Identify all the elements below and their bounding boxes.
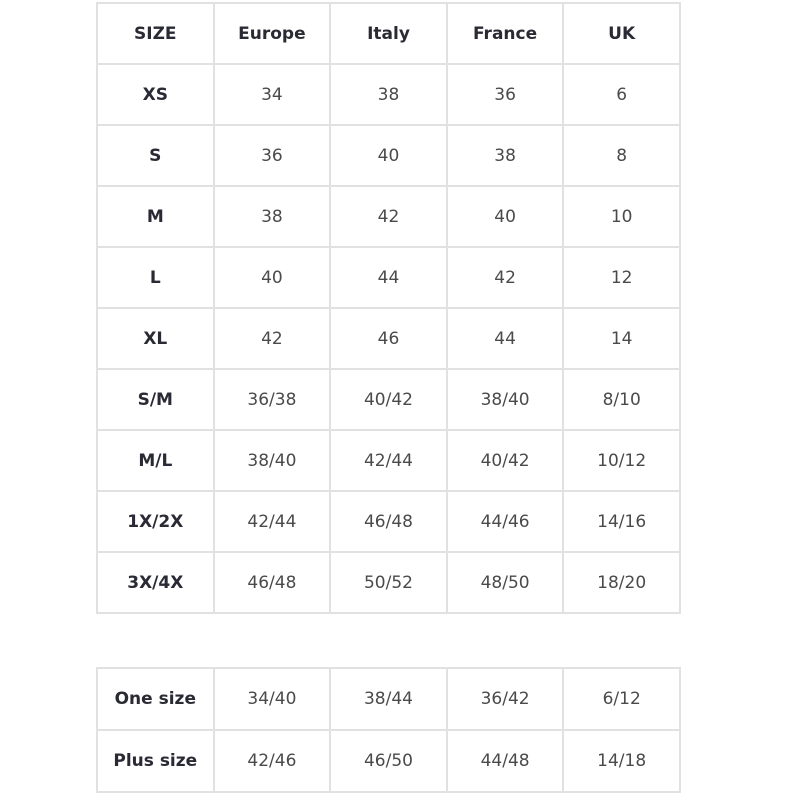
size-value-cell: 42/44: [329, 429, 448, 492]
size-value-cell: 42/46: [212, 729, 332, 793]
size-value-cell: 46: [329, 307, 448, 370]
table-row: M 38 42 40 10: [96, 185, 681, 248]
table-row: One size 34/40 38/44 36/42 6/12: [96, 667, 681, 731]
size-value-cell: 14/16: [562, 490, 681, 553]
size-value-cell: 46/50: [329, 729, 448, 793]
table-row: S/M 36/38 40/42 38/40 8/10: [96, 368, 681, 431]
size-label-cell: Plus size: [96, 729, 215, 793]
header-row: SIZE Europe Italy France UK: [96, 2, 681, 65]
size-value-cell: 36/38: [212, 368, 332, 431]
size-label-cell: S/M: [96, 368, 215, 431]
size-value-cell: 6: [562, 63, 681, 126]
header-italy: Italy: [329, 2, 448, 65]
size-value-cell: 10/12: [562, 429, 681, 492]
table-row: XL 42 46 44 14: [96, 307, 681, 370]
size-value-cell: 38: [212, 185, 332, 248]
size-value-cell: 38/40: [445, 368, 565, 431]
size-value-cell: 42/44: [212, 490, 332, 553]
size-value-cell: 6/12: [562, 667, 681, 731]
size-value-cell: 14/18: [562, 729, 681, 793]
table-row: 1X/2X 42/44 46/48 44/46 14/16: [96, 490, 681, 553]
size-value-cell: 38: [445, 124, 565, 187]
header-europe: Europe: [212, 2, 332, 65]
table-row: 3X/4X 46/48 50/52 48/50 18/20: [96, 551, 681, 614]
size-value-cell: 34: [212, 63, 332, 126]
table-row: Plus size 42/46 46/50 44/48 14/18: [96, 729, 681, 793]
size-value-cell: 42: [445, 246, 565, 309]
one-size-table: One size 34/40 38/44 36/42 6/12 Plus size 42/4…: [96, 667, 681, 793]
size-value-cell: 38/40: [212, 429, 332, 492]
size-label-cell: 3X/4X: [96, 551, 215, 614]
size-value-cell: 36: [212, 124, 332, 187]
table-row: S 36 40 38 8: [96, 124, 681, 187]
size-value-cell: 44/46: [445, 490, 565, 553]
size-chart-table: SIZE Europe Italy France UK XS 34 38 36 6 S 36…: [96, 2, 681, 614]
size-value-cell: 36/42: [445, 667, 565, 731]
table-row: XS 34 38 36 6: [96, 63, 681, 126]
size-label-cell: XL: [96, 307, 215, 370]
size-value-cell: 44/48: [445, 729, 565, 793]
header-uk: UK: [562, 2, 681, 65]
size-value-cell: 46/48: [212, 551, 332, 614]
size-value-cell: 48/50: [445, 551, 565, 614]
size-label-cell: L: [96, 246, 215, 309]
size-value-cell: 36: [445, 63, 565, 126]
size-value-cell: 40: [212, 246, 332, 309]
size-label-cell: One size: [96, 667, 215, 731]
size-value-cell: 42: [329, 185, 448, 248]
table-row: M/L 38/40 42/44 40/42 10/12: [96, 429, 681, 492]
size-label-cell: 1X/2X: [96, 490, 215, 553]
size-label-cell: M: [96, 185, 215, 248]
size-label-cell: M/L: [96, 429, 215, 492]
size-value-cell: 10: [562, 185, 681, 248]
size-label-cell: XS: [96, 63, 215, 126]
size-label-cell: S: [96, 124, 215, 187]
size-value-cell: 34/40: [212, 667, 332, 731]
table-row: L 40 44 42 12: [96, 246, 681, 309]
size-value-cell: 38/44: [329, 667, 448, 731]
size-value-cell: 40/42: [329, 368, 448, 431]
size-value-cell: 8/10: [562, 368, 681, 431]
size-value-cell: 14: [562, 307, 681, 370]
header-france: France: [445, 2, 565, 65]
size-value-cell: 46/48: [329, 490, 448, 553]
size-value-cell: 40/42: [445, 429, 565, 492]
size-value-cell: 40: [329, 124, 448, 187]
size-value-cell: 50/52: [329, 551, 448, 614]
size-value-cell: 44: [445, 307, 565, 370]
size-value-cell: 8: [562, 124, 681, 187]
size-value-cell: 12: [562, 246, 681, 309]
size-value-cell: 44: [329, 246, 448, 309]
size-value-cell: 18/20: [562, 551, 681, 614]
size-value-cell: 42: [212, 307, 332, 370]
header-size: SIZE: [96, 2, 215, 65]
size-value-cell: 40: [445, 185, 565, 248]
size-value-cell: 38: [329, 63, 448, 126]
